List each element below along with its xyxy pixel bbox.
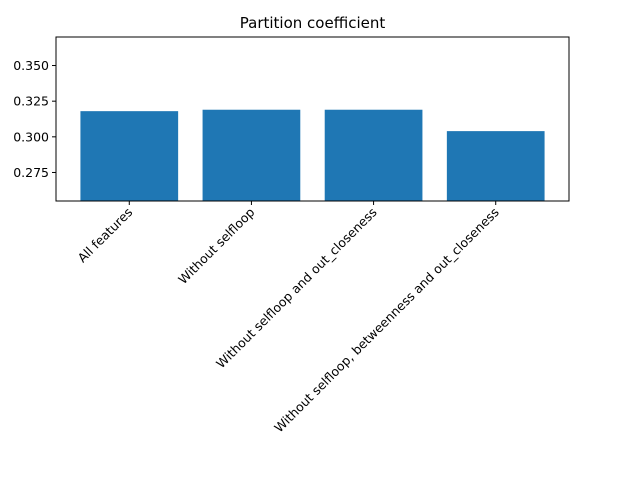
x-tick-label-1: Without selfloop	[175, 204, 257, 286]
plot-frame	[55, 36, 570, 202]
bar-0	[80, 111, 179, 201]
y-tick-label-2: 0.325	[13, 94, 49, 109]
bar-2	[324, 109, 423, 201]
x-tick-label-0: All features	[75, 205, 136, 266]
y-tick-label-1: 0.300	[13, 129, 49, 144]
chart-title: Partition coefficient	[240, 14, 386, 32]
y-tick-label-3: 0.350	[13, 58, 49, 73]
y-tick-label-0: 0.275	[13, 165, 49, 180]
bar-1	[202, 109, 301, 201]
x-tick-label-3: Without selfloop, betweenness and out_cl…	[271, 205, 502, 436]
bar-3	[446, 131, 545, 201]
bars-group	[80, 109, 545, 201]
y-axis: 0.275 0.300 0.325 0.350	[13, 58, 56, 180]
